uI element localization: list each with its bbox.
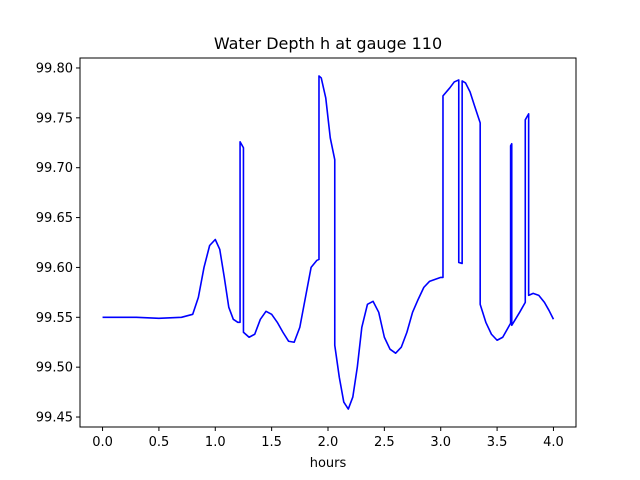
series-line-0 — [102, 75, 555, 410]
x-tick-label: 0.5 — [149, 435, 170, 450]
x-tick-label: 2.5 — [374, 435, 395, 450]
y-tick-label: 99.55 — [36, 311, 73, 326]
y-tick-label: 99.75 — [36, 111, 73, 126]
x-axis: 0.0 0.5 1.0 1.5 2.0 2.5 3.0 3.5 4.0 — [92, 427, 564, 450]
axes-frame — [79, 57, 577, 428]
x-axis-label: hours — [310, 456, 347, 471]
y-tick-label: 99.60 — [36, 261, 73, 276]
y-tick-label: 99.70 — [36, 161, 73, 176]
x-tick-label: 1.5 — [261, 435, 282, 450]
y-tick-label: 99.45 — [36, 411, 73, 426]
chart-title: Water Depth h at gauge 110 — [214, 34, 442, 53]
x-tick-label: 4.0 — [543, 435, 564, 450]
y-tick-label: 99.65 — [36, 211, 73, 226]
y-tick-label: 99.50 — [36, 361, 73, 376]
x-tick-label: 3.0 — [430, 435, 451, 450]
plot-area — [102, 75, 555, 410]
x-tick-label: 0.0 — [92, 435, 113, 450]
y-axis: 99.45 99.50 99.55 99.60 99.65 99.70 99.75 99.80 — [36, 61, 80, 426]
x-tick-label: 2.0 — [318, 435, 339, 450]
x-tick-label: 3.5 — [487, 435, 508, 450]
x-tick-label: 1.0 — [205, 435, 226, 450]
y-tick-label: 99.80 — [36, 61, 73, 76]
